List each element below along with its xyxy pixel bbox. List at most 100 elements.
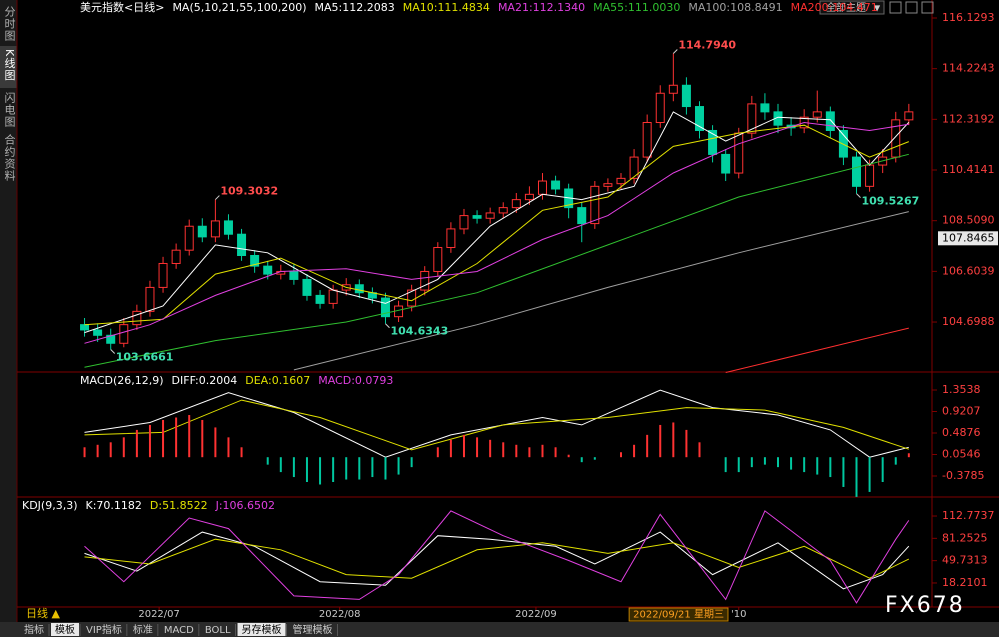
tab[interactable] (159, 623, 198, 636)
tab[interactable] (51, 623, 79, 636)
candle-body (223, 220, 233, 235)
indicator-line (84, 510, 910, 604)
tab[interactable] (20, 623, 48, 636)
candle-body (760, 103, 770, 113)
candle-body (289, 270, 299, 280)
y-tick-label: 0.0546 (942, 447, 981, 460)
sidebar-item[interactable]: K线图 (3, 49, 16, 81)
x-tick-label: 2022/08 (319, 609, 361, 620)
panel-header: MA10:111.4834 (403, 1, 490, 14)
candle-body (551, 180, 561, 190)
panel-header: D:51.8522 (150, 499, 208, 512)
candle-body (263, 265, 273, 275)
candle-body (681, 84, 691, 108)
candle-body (524, 193, 534, 201)
candle-body (354, 284, 364, 294)
y-tick-label: 114.2243 (942, 62, 995, 75)
x-tick-label: '10 (731, 609, 746, 620)
candle-body (498, 207, 508, 214)
x-tick-label: 2022/09 (515, 609, 557, 620)
candle-body (132, 310, 142, 326)
y-tick-label: 81.2525 (942, 531, 988, 544)
y-tick-label: 104.6988 (942, 315, 995, 328)
candle-body (642, 122, 652, 158)
window-button[interactable] (889, 1, 902, 14)
y-tick-label: 108.5090 (942, 214, 995, 227)
theme-select-label[interactable]: 全部主题 (826, 1, 866, 14)
theme-select-arrow[interactable]: ▼ (874, 4, 881, 13)
panel-header: KDJ(9,3,3) (22, 499, 78, 512)
panel-header: MA200:104.471 (791, 1, 878, 14)
candle-body (80, 324, 90, 331)
tab-label[interactable]: MACD (164, 625, 194, 636)
candle-body (655, 92, 665, 124)
indicator-line (84, 399, 909, 451)
sidebar-item[interactable]: 分时图 (3, 6, 16, 42)
tab-label[interactable]: VIP指标 (86, 623, 122, 636)
candle-body (459, 215, 469, 230)
indicator-line (84, 111, 910, 334)
price-marker-label: 107.8465 (942, 231, 995, 244)
tab[interactable] (237, 623, 286, 636)
tab-label[interactable]: 指标 (24, 623, 44, 636)
candle-body (721, 153, 731, 174)
window-button[interactable] (921, 1, 934, 14)
panel-header: MA5:112.2083 (315, 1, 395, 14)
candle-body (250, 254, 260, 267)
candle-body (119, 324, 129, 344)
tab[interactable] (128, 623, 157, 636)
y-tick-label: 1.3538 (942, 383, 981, 396)
candle-body (511, 199, 521, 209)
panel-header: DIFF:0.2004 (172, 374, 238, 387)
tab[interactable] (200, 623, 235, 636)
panel-header: 美元指数<日线> (80, 0, 164, 14)
annotation-pointer (215, 195, 220, 200)
tab-label[interactable]: 标准 (133, 624, 153, 636)
sidebar-active (0, 46, 17, 88)
annotation-pointer (110, 349, 116, 354)
candle-body (708, 129, 718, 155)
window-button[interactable] (905, 1, 918, 14)
sidebar-item[interactable]: 合约资料 (3, 133, 16, 182)
x-tick-label: 2022/07 (138, 609, 180, 620)
y-tick-label: 106.6039 (942, 264, 995, 277)
candle-body (485, 212, 495, 219)
panel-header: MACD(26,12,9) (80, 374, 164, 387)
theme-select[interactable] (819, 0, 885, 15)
candle-body (106, 334, 116, 344)
cursor-date-box (628, 607, 729, 622)
candle-body (472, 215, 482, 219)
candle-body (93, 329, 103, 336)
y-tick-label: 0.4876 (942, 426, 981, 439)
candle-body (694, 106, 704, 131)
tab[interactable] (288, 623, 337, 636)
y-tick-label: 0.9207 (942, 405, 981, 418)
y-tick-label: 112.7737 (942, 509, 995, 522)
tab-label[interactable]: 管理模板 (293, 623, 333, 636)
candle-body (158, 262, 168, 288)
y-tick-label: -0.3785 (942, 469, 984, 482)
candle-body (577, 207, 587, 225)
candle-body (537, 180, 547, 195)
y-tick-label: 116.1293 (942, 11, 995, 24)
panel-header: MACD:0.0793 (318, 374, 393, 387)
sidebar-item[interactable]: 闪电图 (3, 91, 16, 128)
panel-header: MA21:112.1340 (498, 1, 585, 14)
candle-body (302, 278, 312, 296)
tab[interactable] (82, 623, 126, 636)
tab-label[interactable]: BOLL (205, 625, 231, 636)
candle-body (237, 233, 247, 256)
y-tick-label: 49.7313 (942, 554, 988, 567)
indicator-line (725, 327, 909, 373)
panel-header: DEA:0.1607 (245, 374, 310, 387)
indicator-line (84, 153, 909, 368)
indicator-line (293, 211, 909, 371)
candle-body (603, 183, 613, 187)
tab-label[interactable]: 另存模板 (242, 623, 282, 636)
tab-label[interactable]: 模板 (55, 623, 75, 636)
candle-body (315, 294, 325, 304)
period-label[interactable]: 日线 ▲ (26, 606, 60, 620)
panel-header: K:70.1182 (86, 499, 142, 512)
candle-body (171, 249, 181, 264)
